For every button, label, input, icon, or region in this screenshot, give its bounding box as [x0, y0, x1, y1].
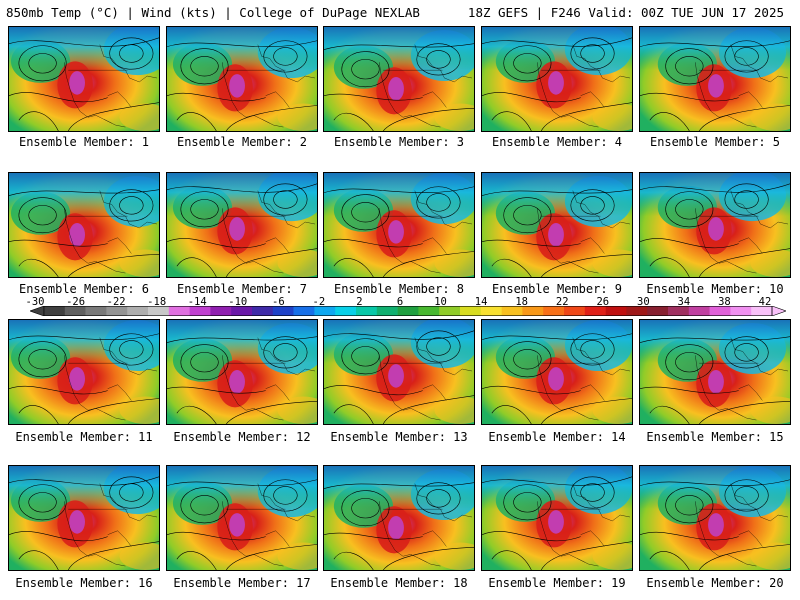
colorbar-tick-label: 22	[555, 296, 569, 308]
colorbar-segment	[668, 306, 690, 316]
colorbar-tick-label: -6	[272, 296, 285, 308]
ensemble-member-map	[481, 465, 633, 571]
colorbar-segment	[189, 306, 211, 316]
colorbar-segment	[210, 306, 232, 316]
ensemble-member-caption: Ensemble Member: 6	[18, 282, 150, 296]
colorbar-right-arrow	[771, 306, 786, 316]
ensemble-member-caption: Ensemble Member: 17	[173, 576, 311, 590]
colorbar-segment	[397, 306, 419, 316]
ensemble-member-caption: Ensemble Member: 19	[488, 576, 626, 590]
colorbar-segment	[272, 306, 294, 316]
colorbar-segment	[148, 306, 170, 316]
colorbar-segment	[85, 306, 107, 316]
colorbar-tick-label: -30	[25, 296, 45, 308]
colorbar-segment	[231, 306, 253, 316]
ensemble-member-caption: Ensemble Member: 2	[176, 135, 308, 149]
ensemble-member-caption: Ensemble Member: 9	[491, 282, 623, 296]
colorbar-segment	[501, 306, 523, 316]
colorbar-segment	[522, 306, 544, 316]
colorbar-segment	[688, 306, 710, 316]
colorbar-segment	[44, 306, 66, 316]
ensemble-member-caption: Ensemble Member: 13	[330, 430, 468, 444]
temperature-colorbar	[30, 306, 786, 316]
colorbar-segment	[106, 306, 128, 316]
colorbar-tick-label: -18	[147, 296, 167, 308]
header-title-left: 850mb Temp (°C) | Wind (kts) | College o…	[6, 5, 420, 20]
colorbar-segment	[605, 306, 627, 316]
colorbar-tick-label: 14	[474, 296, 488, 308]
colorbar-tick-label: -10	[228, 296, 248, 308]
ensemble-member-caption: Ensemble Member: 12	[173, 430, 311, 444]
colorbar-segment	[168, 306, 190, 316]
colorbar-segment	[460, 306, 482, 316]
ensemble-member-map	[166, 319, 318, 425]
ensemble-member-caption: Ensemble Member: 3	[333, 135, 465, 149]
ensemble-member-caption: Ensemble Member: 14	[488, 430, 626, 444]
ensemble-member-caption: Ensemble Member: 10	[646, 282, 784, 296]
ensemble-member-caption: Ensemble Member: 15	[646, 430, 784, 444]
colorbar-tick-label: 18	[515, 296, 528, 308]
colorbar-segment	[356, 306, 378, 316]
ensemble-member-map	[639, 465, 791, 571]
colorbar-tick-label: 42	[758, 296, 772, 308]
colorbar-tick-label: -14	[187, 296, 207, 308]
ensemble-member-map	[323, 319, 475, 425]
ensemble-member-map	[481, 319, 633, 425]
ensemble-member-map	[166, 172, 318, 278]
colorbar-segment	[480, 306, 502, 316]
ensemble-member-map	[8, 172, 160, 278]
colorbar-segment	[647, 306, 669, 316]
ensemble-member-map	[639, 319, 791, 425]
colorbar-segment	[127, 306, 149, 316]
colorbar-tick-label: 30	[637, 296, 650, 308]
ensemble-member-caption: Ensemble Member: 18	[330, 576, 468, 590]
colorbar-segment	[293, 306, 315, 316]
colorbar-segment	[64, 306, 86, 316]
colorbar-tick-label: -26	[66, 296, 86, 308]
ensemble-member-map	[166, 26, 318, 132]
colorbar-tick-label: 38	[718, 296, 731, 308]
colorbar-segment	[730, 306, 752, 316]
colorbar-segment	[376, 306, 398, 316]
ensemble-member-map	[8, 465, 160, 571]
ensemble-member-map	[639, 172, 791, 278]
ensemble-member-caption: Ensemble Member: 16	[15, 576, 153, 590]
header-title-right: 18Z GEFS | F246 Valid: 00Z TUE JUN 17 20…	[467, 5, 784, 20]
ensemble-member-map	[481, 172, 633, 278]
colorbar-tick-label: 6	[396, 296, 404, 308]
colorbar-segment	[543, 306, 565, 316]
ensemble-member-caption: Ensemble Member: 20	[646, 576, 784, 590]
colorbar-segment	[564, 306, 586, 316]
colorbar-segment	[584, 306, 606, 316]
colorbar-segment	[418, 306, 440, 316]
colorbar-tick-label: 2	[356, 296, 363, 308]
ensemble-member-map	[323, 26, 475, 132]
colorbar-tick-label: 10	[434, 296, 447, 308]
colorbar-tick-label: -22	[106, 296, 126, 308]
colorbar-tick-label: 26	[596, 296, 610, 308]
ensemble-member-map	[323, 465, 475, 571]
colorbar-segment	[314, 306, 336, 316]
ensemble-member-map	[481, 26, 633, 132]
colorbar-segment	[751, 306, 773, 316]
ensemble-member-caption: Ensemble Member: 5	[649, 135, 781, 149]
colorbar-tick-label: 34	[677, 296, 691, 308]
ensemble-member-caption: Ensemble Member: 8	[333, 282, 465, 296]
ensemble-member-map	[639, 26, 791, 132]
colorbar-segment	[252, 306, 274, 316]
colorbar-tick-label: -2	[312, 296, 326, 308]
ensemble-member-caption: Ensemble Member: 7	[176, 282, 308, 296]
colorbar-segment	[335, 306, 357, 316]
ensemble-member-caption: Ensemble Member: 11	[15, 430, 153, 444]
ensemble-member-caption: Ensemble Member: 4	[491, 135, 623, 149]
colorbar-segment	[709, 306, 731, 316]
ensemble-member-map	[8, 319, 160, 425]
colorbar-segment	[439, 306, 461, 316]
ensemble-member-caption: Ensemble Member: 1	[18, 135, 150, 149]
ensemble-member-map	[323, 172, 475, 278]
colorbar-segment	[626, 306, 648, 316]
ensemble-member-map	[8, 26, 160, 132]
ensemble-member-map	[166, 465, 318, 571]
